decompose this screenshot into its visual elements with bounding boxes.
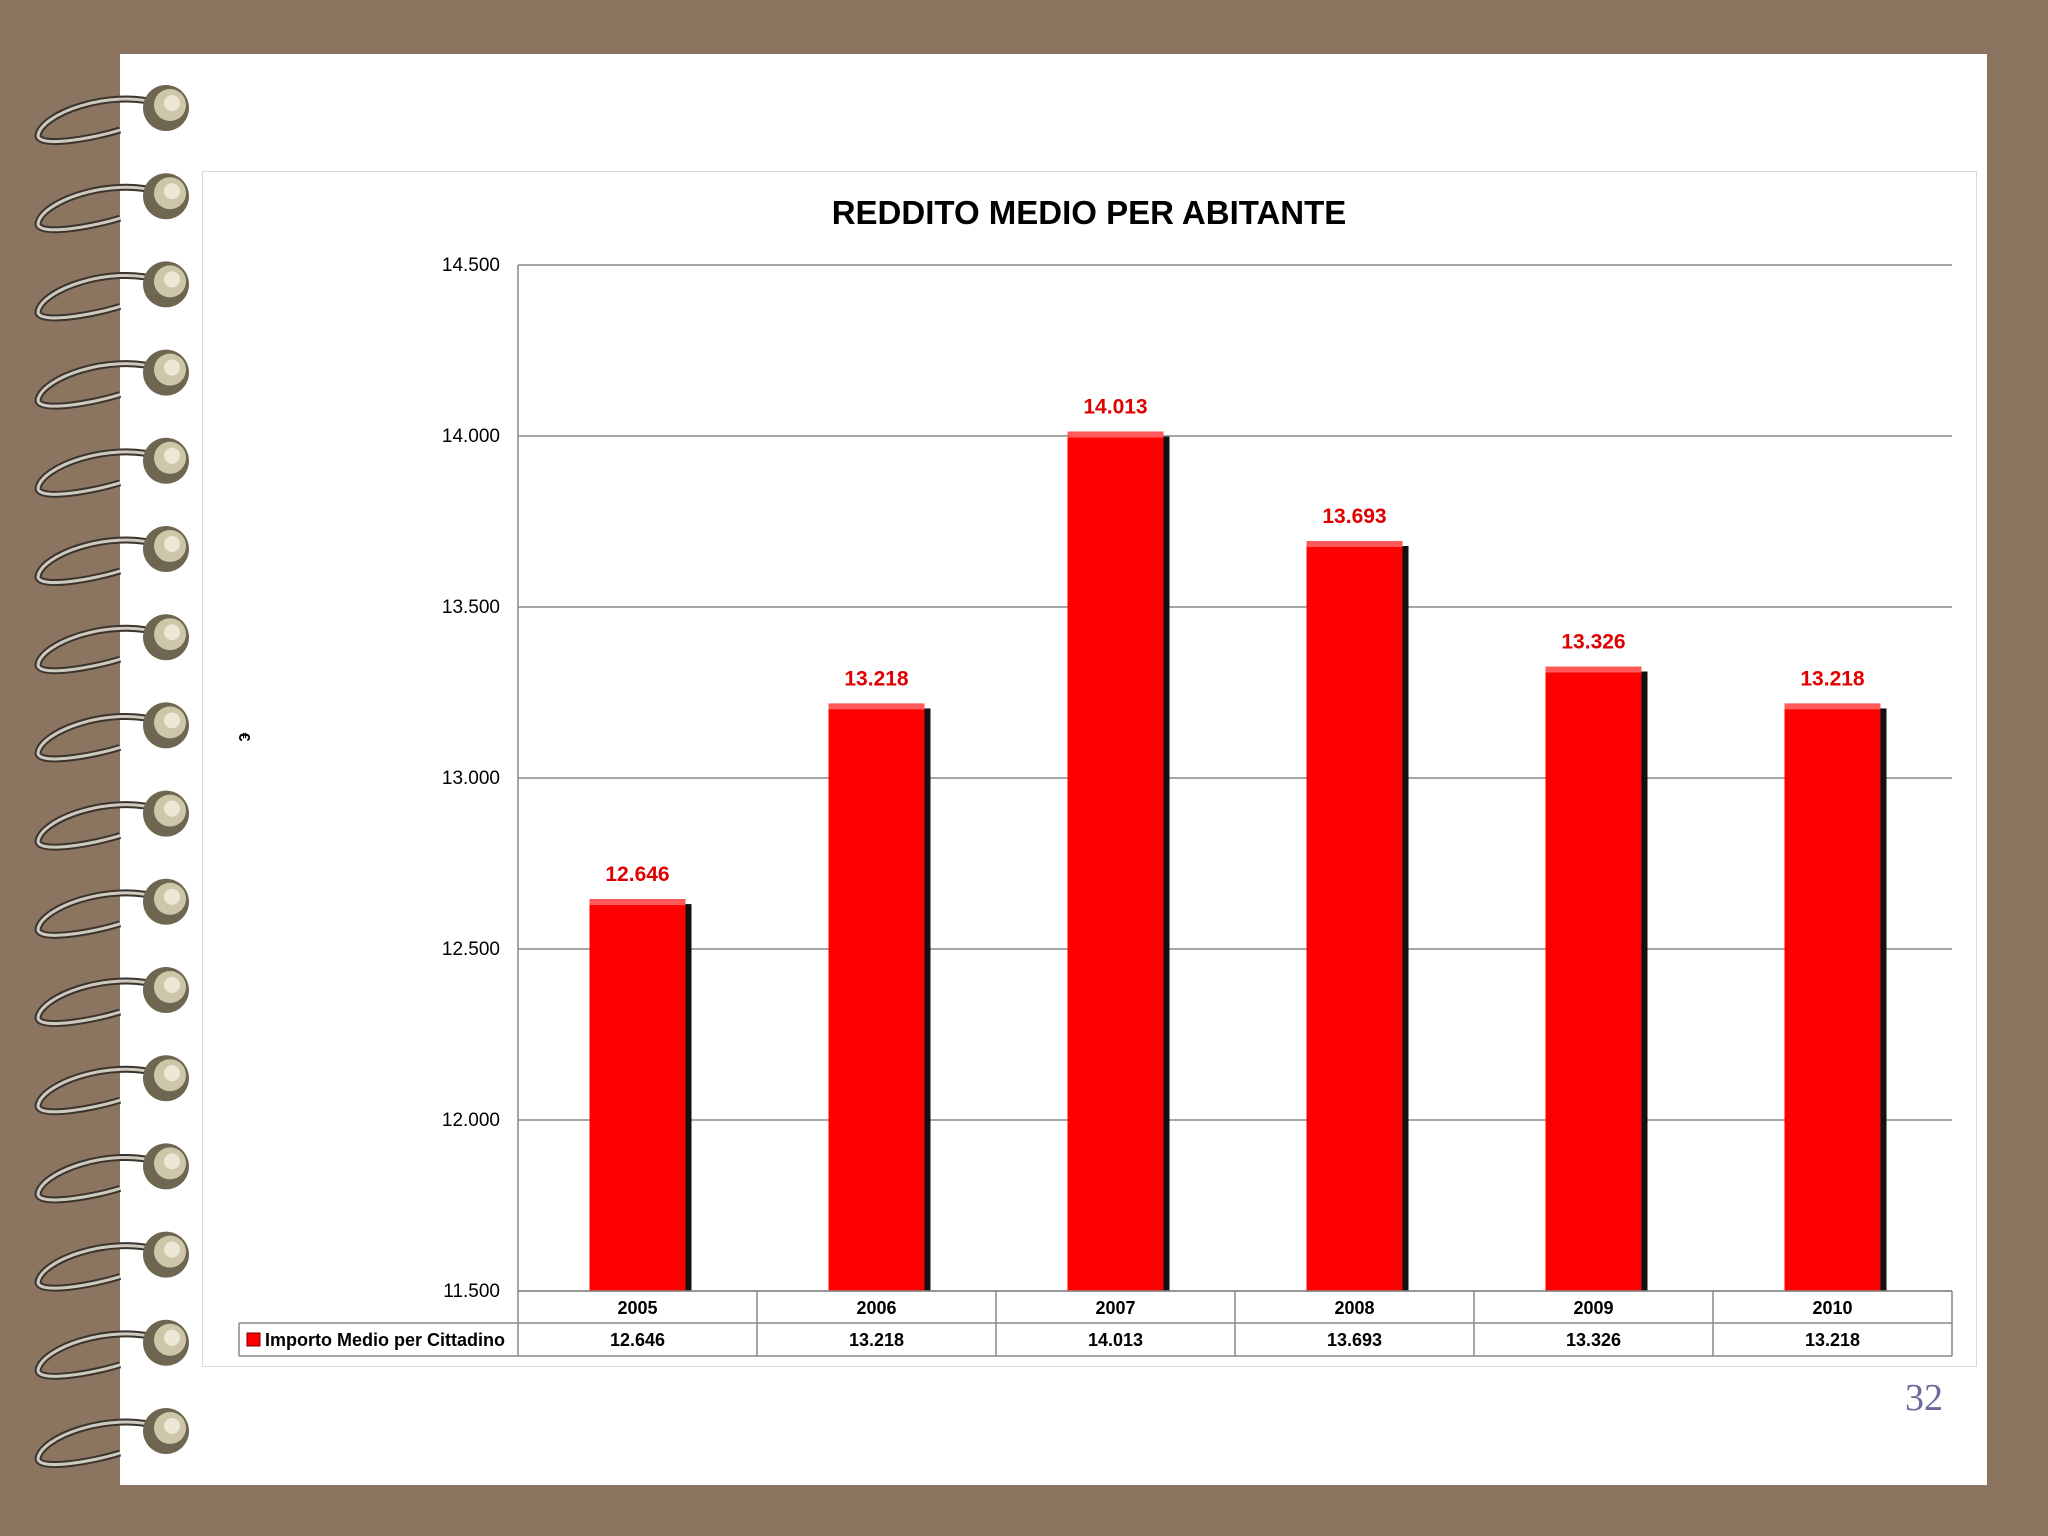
table-value: 13.218 [1805, 1330, 1860, 1350]
spiral-ring [34, 349, 189, 410]
spiral-ring [34, 1319, 189, 1380]
spiral-ring [34, 85, 189, 146]
data-label: 13.326 [1561, 631, 1625, 654]
x-tick-label: 2007 [1095, 1298, 1135, 1318]
y-tick-label: 13.500 [442, 597, 500, 618]
y-tick-label: 14.500 [442, 255, 500, 276]
chart-area: REDDITO MEDIO PER ABITANTE € 11.500 12.00… [202, 171, 1977, 1367]
spiral-binding [34, 85, 189, 1469]
y-tick-label: 14.000 [442, 426, 500, 447]
spiral-ring [34, 1408, 189, 1469]
x-tick-label: 2010 [1812, 1298, 1852, 1318]
bar-top-highlight [1306, 540, 1403, 547]
spiral-ring [34, 614, 189, 675]
table-value: 13.218 [849, 1330, 904, 1350]
bar [1545, 666, 1642, 1291]
data-label: 13.218 [844, 667, 909, 690]
y-tick-label: 12.000 [442, 1110, 500, 1131]
table-value: 12.646 [610, 1330, 665, 1350]
bar-chart: REDDITO MEDIO PER ABITANTE € 11.500 12.00… [235, 194, 1953, 1357]
spiral-ring [34, 1231, 189, 1292]
spiral-ring [34, 173, 189, 234]
table-value: 13.693 [1327, 1330, 1382, 1350]
spiral-ring [34, 790, 189, 851]
data-label: 14.013 [1083, 396, 1147, 419]
y-tick-label: 12.500 [442, 939, 500, 960]
spiral-ring [34, 526, 189, 587]
legend-swatch [246, 1332, 261, 1347]
page-number: 32 [1905, 1377, 1943, 1419]
bar-top-highlight [1545, 666, 1642, 673]
data-label: 13.218 [1800, 667, 1865, 690]
x-tick-label: 2006 [856, 1298, 896, 1318]
data-label: 12.646 [605, 863, 669, 886]
bar [1067, 431, 1164, 1292]
spiral-ring [34, 437, 189, 498]
x-tick-label: 2008 [1334, 1298, 1374, 1318]
spiral-ring [34, 261, 189, 322]
bar [828, 703, 925, 1291]
table-value: 13.326 [1566, 1330, 1621, 1350]
y-axis-label: € [235, 733, 252, 742]
chart-title: REDDITO MEDIO PER ABITANTE [832, 194, 1347, 231]
spiral-ring [34, 967, 189, 1028]
bar-top-highlight [1784, 703, 1881, 710]
bar-top-highlight [589, 899, 686, 906]
x-tick-label: 2009 [1573, 1298, 1613, 1318]
table-value: 14.013 [1088, 1330, 1143, 1350]
spiral-ring [34, 878, 189, 939]
x-tick-label: 2005 [617, 1298, 657, 1318]
spiral-ring [34, 1143, 189, 1204]
data-label: 13.693 [1322, 505, 1386, 528]
bar-top-highlight [1067, 431, 1164, 438]
legend-label: Importo Medio per Cittadino [265, 1330, 505, 1350]
y-tick-label: 13.000 [442, 768, 500, 789]
spiral-ring [34, 1055, 189, 1116]
y-tick-label: 11.500 [443, 1281, 500, 1302]
bar [589, 899, 686, 1291]
spiral-ring [34, 702, 189, 763]
bar [1306, 540, 1403, 1291]
bar-top-highlight [828, 703, 925, 710]
bar [1784, 703, 1881, 1291]
